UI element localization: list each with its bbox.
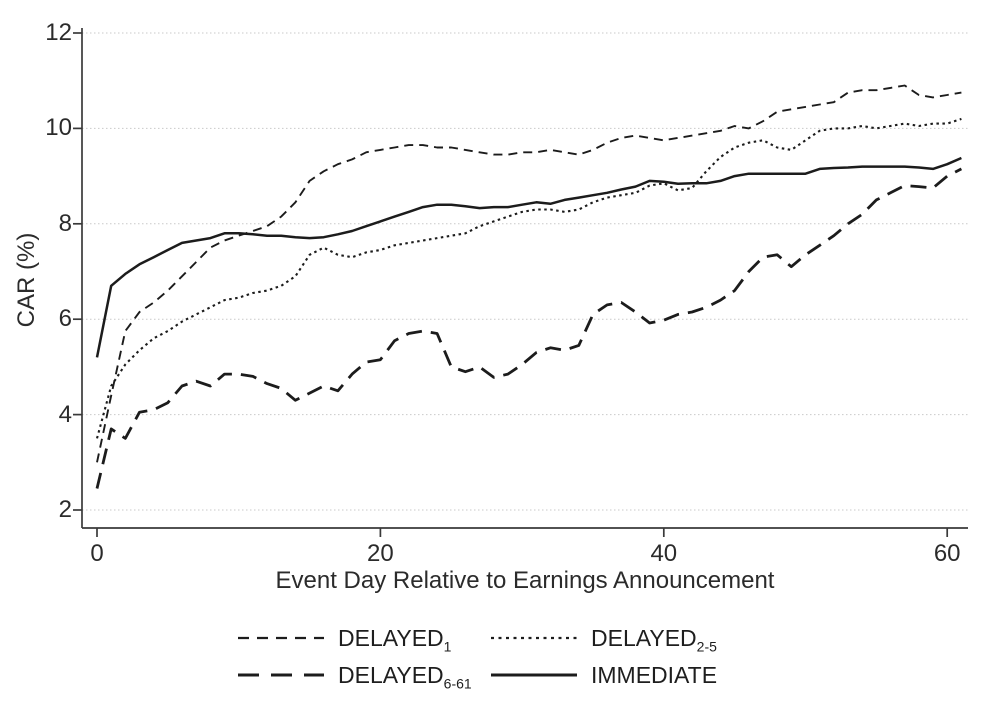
legend-label-delayed-2-5: DELAYED2-5	[591, 624, 717, 655]
x-axis-title: Event Day Relative to Earnings Announcem…	[275, 567, 775, 594]
series-line-delayed-2-5	[95, 117, 962, 439]
legend-line-sample-delayed-1	[238, 636, 324, 640]
legend-item-delayed-6-61: DELAYED6-61	[237, 661, 490, 692]
y-tick-label: 6	[58, 305, 72, 333]
legend-line-sample-immediate	[491, 673, 577, 677]
legend-label-immediate: IMMEDIATE	[591, 661, 718, 688]
y-tick-label: 2	[58, 496, 72, 523]
y-tick-label: 8	[58, 209, 72, 237]
series-line-delayed-6-61	[95, 167, 963, 489]
x-tick-label: 0	[90, 540, 104, 567]
y-axis-title: CAR (%)	[13, 232, 40, 328]
legend-line-sample-delayed-2-5	[491, 636, 577, 640]
legend-item-delayed-1: DELAYED1	[237, 624, 490, 655]
legend-line-sample-delayed-6-61	[238, 673, 324, 677]
legend-item-immediate: IMMEDIATE	[490, 661, 790, 689]
y-tick-label: 12	[45, 19, 72, 46]
x-tick-label: 60	[933, 540, 961, 567]
y-tick-label: 10	[45, 114, 72, 142]
series-line-immediate	[95, 156, 962, 358]
x-tick-label: 40	[650, 540, 678, 567]
y-tick-label: 4	[58, 400, 72, 428]
x-tick-label: 20	[367, 540, 394, 567]
series-line-delayed-1	[96, 84, 962, 463]
legend-label-delayed-1: DELAYED1	[338, 624, 452, 655]
legend-label-delayed-6-61: DELAYED6-61	[338, 661, 472, 692]
legend: DELAYED1 DELAYED2-5 DELAYED6-61 IMMEDIATE	[237, 624, 790, 692]
legend-item-delayed-2-5: DELAYED2-5	[490, 624, 790, 655]
